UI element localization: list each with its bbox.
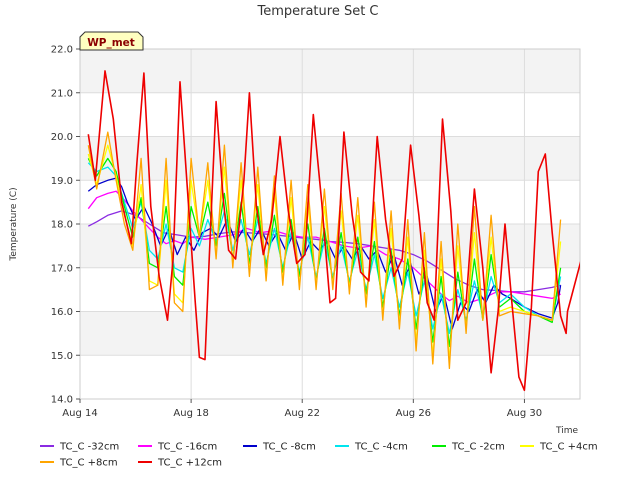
- legend-label: TC_C -8cm: [262, 442, 316, 453]
- legend: TC_C -32cm TC_C -16cm TC_C -8cm TC_C -4cm TC…: [40, 442, 598, 469]
- chart-title: Temperature Set C: [256, 4, 378, 19]
- y-tick-label: 14.0: [51, 395, 73, 406]
- y-tick-label: 21.0: [51, 88, 73, 99]
- legend-label: TC_C -2cm: [451, 442, 505, 453]
- legend-label: TC_C +8cm: [59, 458, 118, 469]
- y-tick-label: 17.0: [51, 263, 73, 274]
- legend-label: TC_C -4cm: [354, 442, 408, 453]
- y-tick-label: 16.0: [51, 307, 73, 318]
- plot-band: [80, 267, 580, 312]
- y-tick-label: 18.0: [51, 220, 73, 231]
- x-tick-label: Aug 14: [62, 408, 97, 419]
- series-line-tc-c-16cm: [87, 190, 561, 304]
- legend-label: TC_C -32cm: [59, 442, 119, 453]
- x-tick-label: Aug 18: [173, 408, 208, 419]
- series-line-tc-c-12cm: [87, 70, 580, 392]
- y-tick-label: 22.0: [51, 45, 73, 56]
- x-axis-title: Time: [555, 426, 578, 436]
- legend-label: TC_C +4cm: [539, 442, 598, 453]
- legend-label: TC_C +12cm: [157, 458, 222, 469]
- plot-band: [80, 136, 580, 181]
- series-line-tc-c-8cm: [87, 131, 562, 370]
- grid-lines: [79, 48, 580, 400]
- y-tick-label: 15.0: [51, 351, 73, 362]
- station-badge: WP_met: [79, 31, 144, 51]
- badge-text: WP_met: [87, 37, 135, 49]
- plot-band: [80, 49, 580, 93]
- series-lines: [87, 70, 580, 392]
- y-axis-title: Temperature (C): [9, 187, 19, 261]
- y-tick-label: 20.0: [51, 132, 73, 143]
- x-tick-label: Aug 30: [507, 408, 542, 419]
- plot-band: [80, 355, 580, 399]
- x-tick-label: Aug 22: [285, 408, 320, 419]
- badge-box: [79, 31, 144, 51]
- plot-band: [80, 180, 580, 224]
- legend-label: TC_C -16cm: [157, 442, 217, 453]
- plot-band: [80, 92, 580, 137]
- y-axis-ticks: 14.0 15.0 16.0 17.0 18.0 19.0 20.0 21.0 22.0: [51, 45, 80, 406]
- plot-band: [80, 311, 580, 356]
- x-tick-label: Aug 26: [396, 408, 431, 419]
- y-tick-label: 19.0: [51, 176, 73, 187]
- x-axis-ticks: Aug 14 Aug 18 Aug 22 Aug 26 Aug 30: [62, 399, 542, 419]
